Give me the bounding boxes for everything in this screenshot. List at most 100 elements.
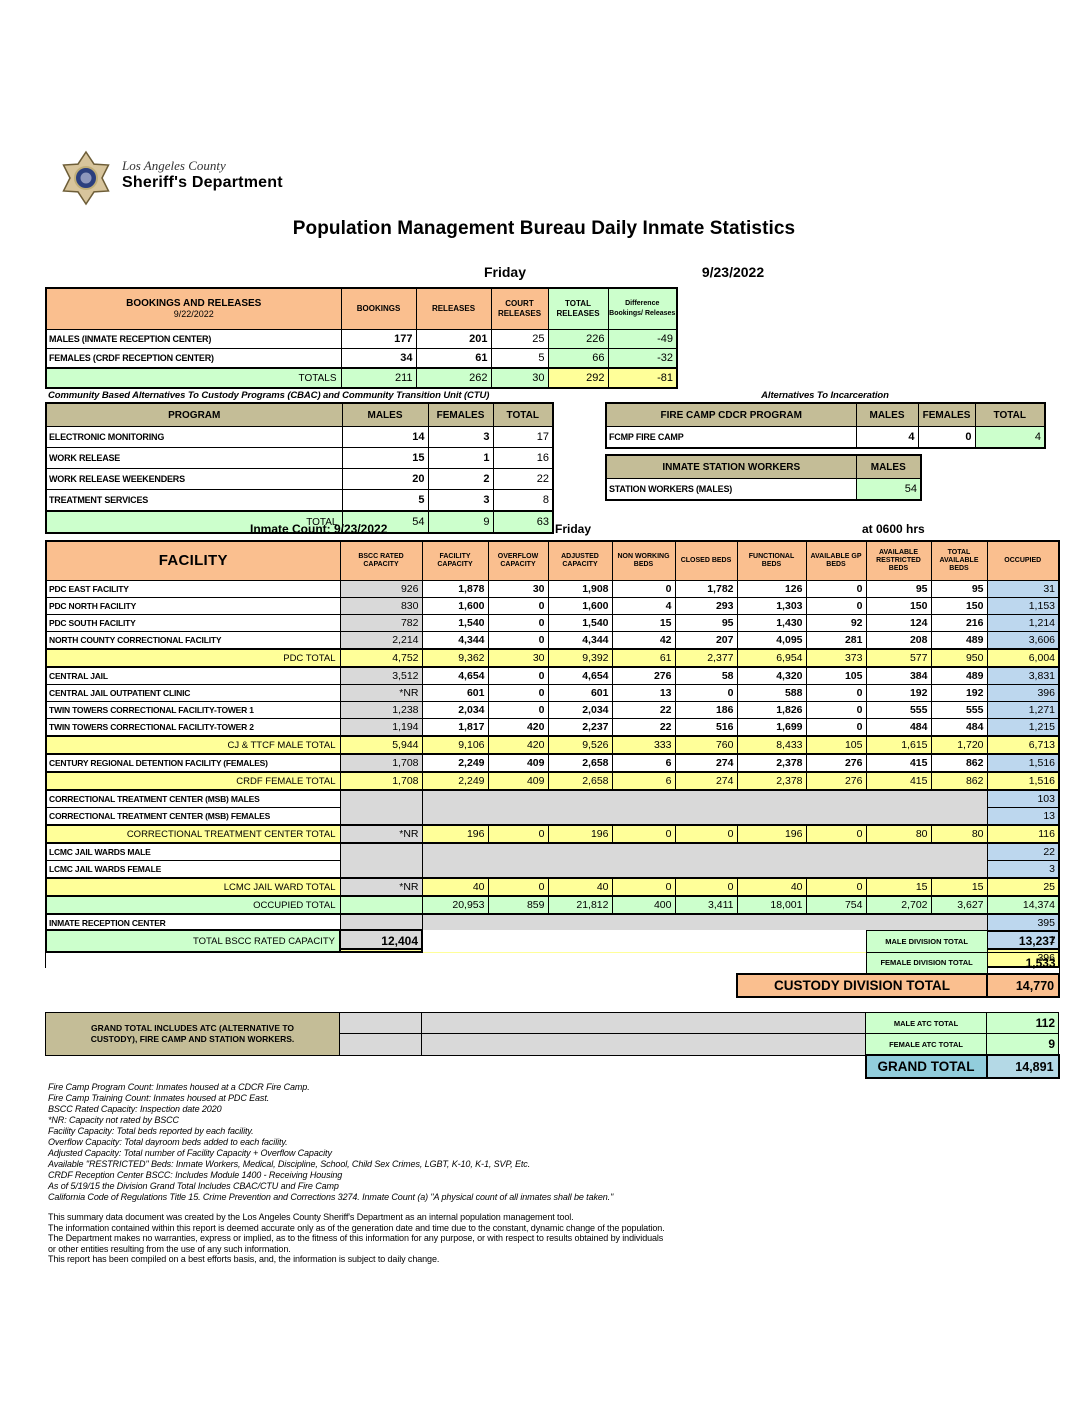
bookings-date: 9/22/2022 — [173, 309, 214, 319]
facility-row: LCMC JAIL WARDS FEMALE 3 — [45, 860, 1060, 879]
bscc-rated-capacity: *NR — [339, 877, 423, 897]
females-value: 0 — [917, 426, 976, 449]
bscc-rated-capacity: 926 — [339, 580, 423, 598]
facility-row: PDC NORTH FACILITY 830 1,600 0 1,600 4 293 1,30… — [45, 597, 1060, 615]
occupied-cell: 6,004 — [986, 648, 1060, 668]
grand-total-value: 14,891 — [985, 1054, 1060, 1079]
capacity-cell: 415 — [865, 753, 932, 773]
facility-name: CENTURY REGIONAL DETENTION FACILITY (FEM… — [45, 753, 341, 773]
capacity-cell: 196 — [547, 824, 613, 844]
capacity-cell: 1,540 — [421, 614, 489, 632]
facility-name: CENTRAL JAIL — [45, 666, 341, 685]
col-header-facility-capacity: FACILITY CAPACITY — [421, 540, 489, 581]
capacity-cell: 196 — [421, 824, 489, 844]
footnote-line: *NR: Capacity not rated by BSCC — [48, 1115, 179, 1125]
female-atc-total-row: FEMALE ATC TOTAL 9 — [46, 1033, 1060, 1056]
facility-name: NORTH COUNTY CORRECTIONAL FACILITY — [45, 631, 341, 650]
males-value: 15 — [341, 447, 429, 469]
court-releases-value: 5 — [490, 348, 549, 369]
capacity-cell: 4,320 — [736, 666, 807, 685]
cbac-total-label: TOTAL — [45, 510, 343, 534]
bscc-total-label: TOTAL BSCC RATED CAPACITY — [45, 929, 341, 953]
capacity-cell: 18,001 — [736, 895, 807, 915]
cbac-program-row: WORK RELEASE WEEKENDERS 20 2 22 — [45, 468, 554, 490]
capacity-cell: 760 — [674, 735, 738, 755]
col-header-females: FEMALES — [917, 402, 976, 427]
capacity-cell: 2,249 — [421, 753, 489, 773]
difference-value: -49 — [607, 329, 678, 349]
merged-na-cell — [421, 842, 988, 879]
capacity-cell: 105 — [805, 666, 867, 685]
occupied-cell: 31 — [986, 580, 1060, 598]
releases-value: 61 — [415, 348, 492, 369]
occupied-cell: 396 — [986, 684, 1060, 702]
capacity-cell: 281 — [805, 631, 867, 650]
capacity-cell: 8,433 — [736, 735, 807, 755]
facility-row: CRDF FEMALE TOTAL 1,708 2,249 409 2,658 6 274 2… — [45, 771, 1060, 791]
capacity-cell: 862 — [930, 771, 988, 791]
capacity-cell: 489 — [930, 666, 988, 685]
station-workers-table: INMATE STATION WORKERS MALES STATION WOR… — [605, 454, 922, 501]
facility-table: FACILITY BSCC RATED CAPACITY FACILITY CA… — [45, 540, 1060, 968]
bscc-total-row: TOTAL BSCC RATED CAPACITY 12,404 MALE DI… — [45, 929, 1060, 953]
total-releases-value: 226 — [547, 329, 609, 349]
col-header-functional-beds: FUNCTIONAL BEDS — [736, 540, 807, 581]
program-label: TREATMENT SERVICES — [45, 489, 343, 512]
capacity-cell: 124 — [865, 614, 932, 632]
disclaimer-line: or other entities resulting from the use… — [48, 1243, 291, 1254]
capacity-cell: 859 — [487, 895, 549, 915]
facility-name: TWIN TOWERS CORRECTIONAL FACILITY-TOWER … — [45, 701, 341, 719]
total-releases-value: 66 — [547, 348, 609, 369]
facility-row: CJ & TTCF MALE TOTAL 5,944 9,106 420 9,526 33… — [45, 735, 1060, 755]
capacity-cell: 61 — [611, 648, 676, 668]
capacity-cell: 420 — [487, 735, 549, 755]
occupied-cell: 1,516 — [986, 771, 1060, 791]
capacity-cell: 276 — [611, 666, 676, 685]
male-atc-total-row: GRAND TOTAL INCLUDES ATC (ALTERNATIVE TO… — [45, 1012, 1060, 1056]
capacity-cell: 0 — [487, 684, 549, 702]
col-header-facility: FACILITY — [45, 540, 341, 581]
capacity-cell: 950 — [930, 648, 988, 668]
col-header-males: MALES — [855, 454, 922, 479]
bookings-releases-section: BOOKINGS AND RELEASES 9/22/2022 BOOKINGS… — [45, 287, 678, 389]
occupied-cell: 1,215 — [986, 718, 1060, 737]
col-header-program: PROGRAM — [45, 402, 343, 427]
station-workers-header-row: INMATE STATION WORKERS MALES — [605, 454, 922, 479]
capacity-cell: 30 — [487, 580, 549, 598]
fire-camp-row: FCMP FIRE CAMP 4 0 4 — [605, 426, 1046, 449]
males-value: 14 — [341, 426, 429, 448]
capacity-cell: 192 — [865, 684, 932, 702]
footnote-line: Fire Camp Training Count: Inmates housed… — [48, 1093, 270, 1103]
capacity-cell: 516 — [674, 718, 738, 737]
court-releases-total: 30 — [490, 367, 549, 389]
capacity-cell: 186 — [674, 701, 738, 719]
count-day-label: Friday — [555, 522, 592, 536]
female-division-total-row: FEMALE DIVISION TOTAL 1,533 — [46, 951, 1060, 975]
releases-value: 201 — [415, 329, 492, 349]
merged-na-cell — [421, 789, 988, 826]
males-total: 54 — [341, 510, 429, 534]
capacity-cell: 489 — [930, 631, 988, 650]
capacity-cell: 274 — [674, 771, 738, 791]
facility-row: CENTRAL JAIL OUTPATIENT CLINIC *NR 601 0 601… — [45, 684, 1060, 702]
capacity-cell: 95 — [930, 580, 988, 598]
capacity-cell: 4,095 — [736, 631, 807, 650]
capacity-cell: 0 — [674, 684, 738, 702]
total-value: 8 — [492, 489, 554, 512]
capacity-cell: 6 — [611, 771, 676, 791]
capacity-cell: 2,658 — [547, 753, 613, 773]
col-header-occupied: OCCUPIED — [986, 540, 1060, 581]
bookings-releases-table: BOOKINGS AND RELEASES 9/22/2022 BOOKINGS… — [45, 287, 678, 389]
agency-header: Los Angeles County Sheriff's Department — [58, 150, 283, 208]
capacity-cell: 2,658 — [547, 771, 613, 791]
footnote-line: Facility Capacity: Total beds reported b… — [48, 1126, 254, 1136]
facility-row: PDC SOUTH FACILITY 782 1,540 0 1,540 15 95 1,43… — [45, 614, 1060, 632]
bookings-row: FEMALES (CRDF RECEPTION CENTER) 34 61 5 66 -3… — [45, 348, 678, 369]
capacity-cell: 1,615 — [865, 735, 932, 755]
footnote-line: Available "RESTRICTED" Beds: Inmate Work… — [48, 1159, 531, 1169]
capacity-cell: 105 — [805, 735, 867, 755]
capacity-cell: 0 — [487, 597, 549, 615]
facility-row: TWIN TOWERS CORRECTIONAL FACILITY-TOWER … — [45, 701, 1060, 719]
spacer-cell — [339, 1012, 422, 1034]
capacity-cell: 95 — [674, 614, 738, 632]
